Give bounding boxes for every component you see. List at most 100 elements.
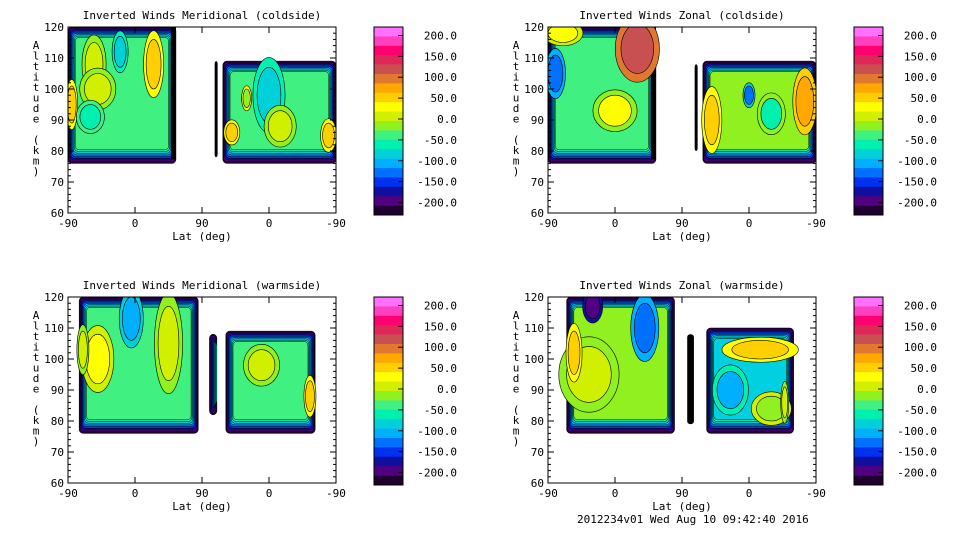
colorbar-tick-label: -150.0 xyxy=(897,446,937,459)
colorbar-band xyxy=(374,334,403,345)
y-tick-label: 110 xyxy=(524,322,544,335)
colorbar-band xyxy=(854,130,883,141)
colorbar-band xyxy=(854,45,883,56)
contour-field xyxy=(558,297,799,434)
colorbar-band xyxy=(854,139,883,150)
x-tick-label: -90 xyxy=(326,487,346,500)
colorbar-band xyxy=(374,447,403,458)
contour-blob xyxy=(85,333,110,385)
colorbar-band xyxy=(854,428,883,439)
colorbar-tick-label: 200.0 xyxy=(424,29,457,42)
y-axis-label-char: A xyxy=(33,309,40,322)
y-axis-label-char: A xyxy=(513,309,520,322)
y-axis-label-char: ( xyxy=(513,404,520,417)
y-axis-label-char: u xyxy=(33,92,40,105)
region-edge xyxy=(650,27,656,160)
x-tick-label: -90 xyxy=(538,217,558,230)
colorbar-frame xyxy=(373,26,404,216)
y-axis-label-char: ) xyxy=(33,165,40,178)
x-tick-label: 0 xyxy=(132,487,139,500)
colorbar-band xyxy=(374,362,403,373)
colorbar-band xyxy=(374,428,403,439)
region-band xyxy=(687,334,694,425)
colorbar-band xyxy=(374,177,403,188)
y-tick-label: 100 xyxy=(524,83,544,96)
colorbar-tick-label: -50.0 xyxy=(904,404,937,417)
region-band xyxy=(215,343,217,404)
contour-blob xyxy=(84,73,112,105)
colorbar-band xyxy=(854,419,883,429)
y-axis-label-char: ) xyxy=(513,435,520,448)
chart-title: Inverted Winds Zonal (coldside) xyxy=(579,9,784,22)
colorbar-band xyxy=(854,92,883,103)
y-axis-label-char: d xyxy=(513,102,520,115)
y-tick-label: 70 xyxy=(531,176,544,189)
contour-blob xyxy=(242,88,251,108)
colorbar-tick-label: 0.0 xyxy=(437,383,457,396)
colorbar-tick-label: -200.0 xyxy=(897,467,937,480)
colorbar-band xyxy=(374,325,403,335)
contour-blob xyxy=(113,35,127,68)
y-axis-label-char: l xyxy=(513,50,520,63)
x-tick-label: -90 xyxy=(326,217,346,230)
panel-3: 60 70 80 90 100 110 120 -90 0 90 0 -90 Lat (deg) Inve… xyxy=(513,279,937,513)
colorbar-band xyxy=(854,475,883,486)
contour-blob xyxy=(795,76,815,127)
colorbar-tick-label: -50.0 xyxy=(424,134,457,147)
colorbar-tick-label: 100.0 xyxy=(424,341,457,354)
colorbar-band xyxy=(374,475,403,486)
colorbar-band xyxy=(854,205,883,216)
y-axis-label-char: e xyxy=(33,383,40,396)
x-tick-label: -90 xyxy=(538,487,558,500)
colorbar-band xyxy=(374,315,403,326)
colorbar-band xyxy=(374,130,403,141)
y-axis-label-char: t xyxy=(33,81,40,94)
colorbar-band xyxy=(374,344,403,354)
colorbar: 200.0 150.0 100.0 50.0 0.0 -50.0 -100.0 -150.0 -… xyxy=(853,26,938,216)
contour-blob xyxy=(267,110,293,142)
colorbar-tick-label: -200.0 xyxy=(897,197,937,210)
panel-1: 60 70 80 90 100 110 120 -90 0 90 0 -90 Lat (deg) Inve… xyxy=(513,9,937,243)
y-axis-label-char: i xyxy=(33,71,40,84)
y-axis-label-char: t xyxy=(513,330,520,343)
colorbar-tick-label: -150.0 xyxy=(417,176,457,189)
region-band xyxy=(694,64,698,151)
colorbar-band xyxy=(854,344,883,354)
colorbar-tick-label: 150.0 xyxy=(904,320,937,333)
y-axis-label-char: t xyxy=(33,330,40,343)
chart-title: Inverted Winds Zonal (warmside) xyxy=(579,279,784,292)
colorbar-band xyxy=(374,419,403,429)
contour-blob xyxy=(598,94,632,127)
colorbar-tick-label: 50.0 xyxy=(911,92,938,105)
colorbar-band xyxy=(854,111,883,122)
colorbar-band xyxy=(374,456,403,467)
colorbar-tick-label: 50.0 xyxy=(431,362,458,375)
region-edge xyxy=(170,27,176,160)
colorbar-band xyxy=(854,168,883,178)
x-tick-label: 0 xyxy=(746,487,753,500)
panel-0: 60 70 80 90 100 110 120 -90 0 90 0 -90 Lat (deg) Inve… xyxy=(33,9,457,243)
y-tick-label: 90 xyxy=(531,384,544,397)
contour-blob xyxy=(78,330,88,369)
colorbar-tick-label: 0.0 xyxy=(917,113,937,126)
colorbar-band xyxy=(854,74,883,84)
y-axis-label-char: k xyxy=(33,414,40,427)
colorbar-frame xyxy=(853,296,884,486)
x-axis-label: Lat (deg) xyxy=(172,500,232,513)
x-axis-label: Lat (deg) xyxy=(652,230,712,243)
x-tick-label: -90 xyxy=(806,487,826,500)
contour-blob xyxy=(548,27,579,43)
contour-blob xyxy=(620,27,655,74)
colorbar-band xyxy=(854,381,883,392)
colorbar-band xyxy=(374,196,403,206)
contour-blob xyxy=(760,98,783,130)
colorbar-tick-label: 100.0 xyxy=(904,71,937,84)
colorbar-frame xyxy=(853,26,884,216)
colorbar-band xyxy=(374,111,403,122)
y-tick-label: 90 xyxy=(531,114,544,127)
x-tick-label: -90 xyxy=(806,217,826,230)
y-axis-label-char: l xyxy=(33,50,40,63)
colorbar-band xyxy=(854,158,883,169)
colorbar: 200.0 150.0 100.0 50.0 0.0 -50.0 -100.0 -150.0 -… xyxy=(373,26,457,216)
